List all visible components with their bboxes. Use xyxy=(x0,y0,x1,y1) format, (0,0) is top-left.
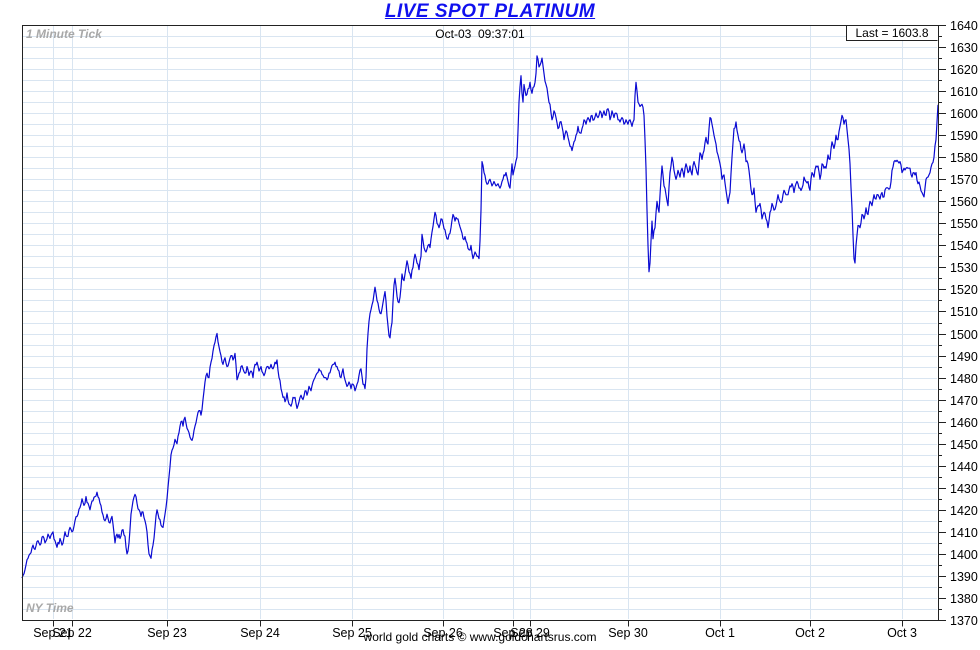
tick-interval-label: 1 Minute Tick xyxy=(26,27,102,41)
y-axis-label: 1450 xyxy=(950,438,978,452)
y-axis-label: 1380 xyxy=(950,592,978,606)
y-axis-label: 1600 xyxy=(950,107,978,121)
x-axis-label: Sep 21 xyxy=(33,626,73,640)
y-axis-label: 1510 xyxy=(950,305,978,319)
quote-timestamp: Oct-03 09:37:01 xyxy=(435,27,525,41)
y-axis-label: 1460 xyxy=(950,416,978,430)
y-axis-label: 1480 xyxy=(950,372,978,386)
x-axis-label: Sep 23 xyxy=(147,626,187,640)
y-axis-label: 1490 xyxy=(950,350,978,364)
y-axis-label: 1630 xyxy=(950,41,978,55)
y-axis-label: 1470 xyxy=(950,394,978,408)
y-axis-label: 1530 xyxy=(950,261,978,275)
last-price-box: Last = 1603.8 xyxy=(846,25,938,40)
timezone-label: NY Time xyxy=(26,601,74,615)
y-axis-label: 1640 xyxy=(950,19,978,33)
y-axis-label: 1610 xyxy=(950,85,978,99)
x-axis-label: Sep 30 xyxy=(608,626,648,640)
last-price-box-border xyxy=(846,26,938,41)
y-axis-label: 1540 xyxy=(950,239,978,253)
price-line xyxy=(21,55,939,579)
x-axis-label: Sep 29 xyxy=(510,626,550,640)
x-axis-label: Sep 22 xyxy=(52,626,92,640)
y-axis-label: 1570 xyxy=(950,173,978,187)
y-axis-label: 1580 xyxy=(950,151,978,165)
y-axis-label: 1390 xyxy=(950,570,978,584)
last-price-label: Last = 1603.8 xyxy=(855,25,929,40)
y-axis-label: 1560 xyxy=(950,195,978,209)
x-axis-label: Oct 2 xyxy=(795,626,825,640)
y-axis-label: 1550 xyxy=(950,217,978,231)
chart-title: LIVE SPOT PLATINUM xyxy=(384,1,596,22)
y-axis-label: 1620 xyxy=(950,63,978,77)
y-axis-label: 1410 xyxy=(950,526,978,540)
x-axis-label: Sep 28 xyxy=(493,626,533,640)
x-axis-label: Sep 24 xyxy=(240,626,280,640)
x-axis-label: Sep 25 xyxy=(332,626,372,640)
y-axis-label: 1400 xyxy=(950,548,978,562)
x-axis-label: Oct 1 xyxy=(705,626,735,640)
x-axis-label: Sep 26 xyxy=(423,626,463,640)
y-axis-label: 1420 xyxy=(950,504,978,518)
y-axis-label: 1520 xyxy=(950,283,978,297)
y-axis-label: 1440 xyxy=(950,460,978,474)
x-axis-label: Oct 3 xyxy=(887,626,917,640)
y-axis-label: 1430 xyxy=(950,482,978,496)
y-axis-label: 1590 xyxy=(950,129,978,143)
last-price-box-mask xyxy=(846,26,938,41)
credit-watermark: world gold charts © www.goldchartsrus.co… xyxy=(363,630,597,644)
y-axis-label: 1370 xyxy=(950,614,978,628)
y-axis-label: 1500 xyxy=(950,328,978,342)
